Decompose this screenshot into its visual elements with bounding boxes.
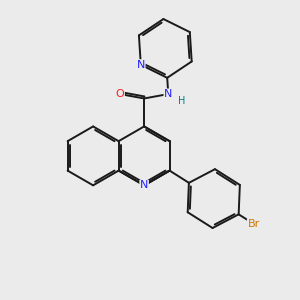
Text: H: H <box>178 95 185 106</box>
Text: N: N <box>136 60 145 70</box>
Text: N: N <box>164 89 172 99</box>
Text: O: O <box>116 89 124 99</box>
Text: Br: Br <box>248 219 260 229</box>
Text: N: N <box>140 180 148 190</box>
